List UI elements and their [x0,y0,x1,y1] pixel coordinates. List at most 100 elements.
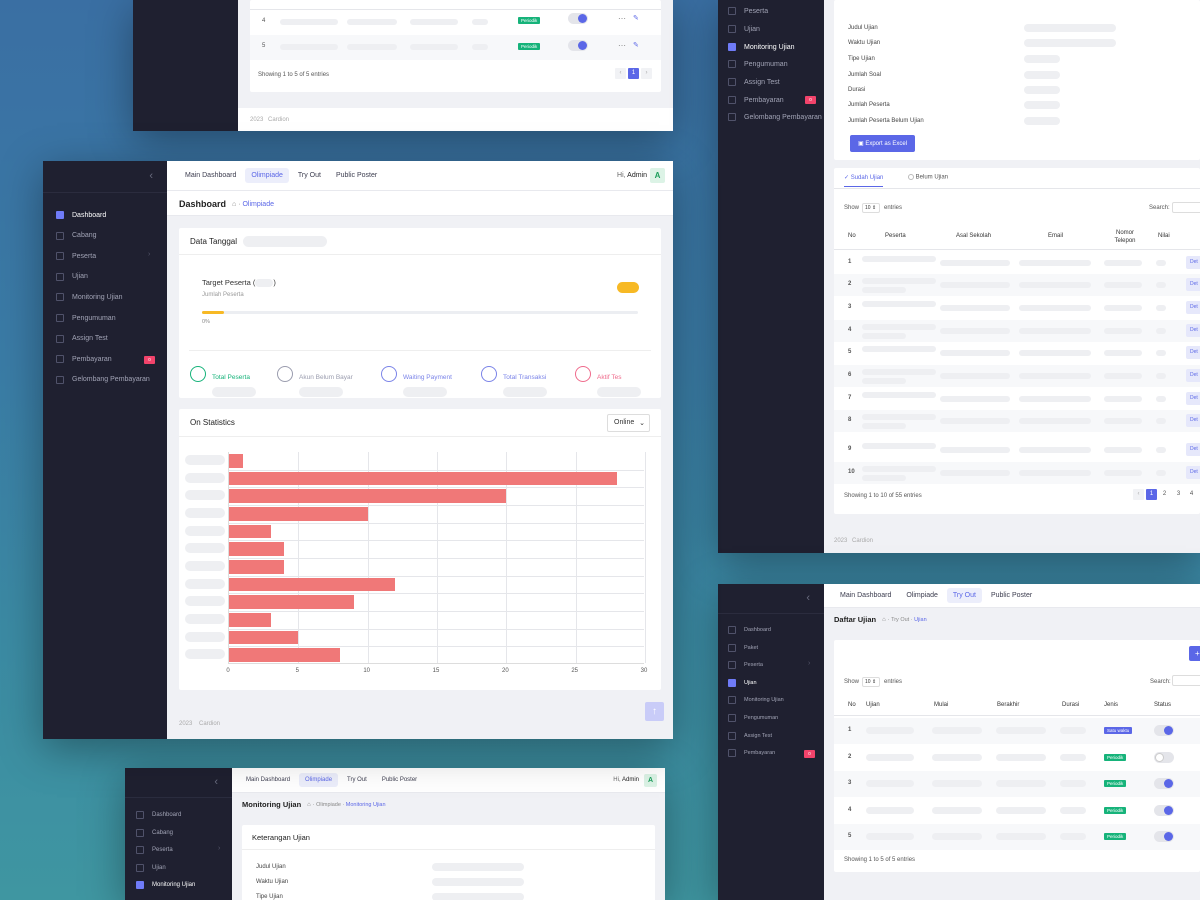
sidebar-item-dashboard[interactable]: Dashboard [56,211,106,219]
prev-page-button[interactable]: ‹ [615,68,626,79]
sidebar-item-peserta[interactable]: Peserta [728,7,768,15]
sidebar-item-cabang[interactable]: Cabang [136,828,173,837]
sidebar-item-pembayaran[interactable]: Pembayaran [728,749,775,758]
tab-main-dashboard[interactable]: Main Dashboard [840,592,892,599]
prev-page-button[interactable]: ‹ [1133,489,1144,500]
home-icon[interactable]: ⌂ · [882,616,892,623]
detail-button[interactable]: Det [1186,301,1200,314]
scroll-top-button[interactable]: ↑ [645,702,664,721]
sidebar-item-dashboard[interactable]: Dashboard [728,626,771,634]
column-header[interactable]: Email [1048,233,1064,239]
detail-button[interactable]: Det [1186,278,1200,291]
bar[interactable] [229,577,396,592]
home-icon[interactable]: ⌂ · [307,801,317,808]
tab-try-out[interactable]: Try Out [297,172,321,179]
search-input[interactable] [1172,675,1200,686]
search-input[interactable] [1172,202,1200,213]
sidebar-item-ujian[interactable]: Ujian [56,272,88,281]
add-exam-button[interactable]: + [1189,646,1200,661]
sidebar-item-peserta[interactable]: Peserta [56,252,96,261]
entries-select[interactable]: 10 ⇕ [862,677,880,687]
sidebar-item-pengumuman[interactable]: Pengumuman [728,60,788,68]
detail-button[interactable]: Det [1186,443,1200,456]
column-header[interactable]: Peserta [885,233,906,239]
breadcrumb-path[interactable]: Olimpiade [316,801,341,808]
tab-try-out[interactable]: Try Out [946,588,982,603]
tab-olimpiade[interactable]: Olimpiade [299,773,339,787]
export-excel-button[interactable]: ▣ Export as Excel [850,135,916,152]
status-toggle[interactable] [1154,725,1174,736]
sidebar-item-dashboard[interactable]: Dashboard [136,811,181,819]
tab-public-poster[interactable]: Public Poster [335,172,378,179]
page-button[interactable]: 1 [628,68,639,79]
column-header[interactable]: Jenis [1104,702,1119,708]
page-button[interactable]: 2 [1162,491,1167,497]
sidebar-item-monitoring-ujian[interactable]: Monitoring Ujian [56,293,123,302]
page-button[interactable]: 1 [1146,489,1157,500]
tab-try-out[interactable]: Try Out [347,777,367,783]
column-header[interactable]: Status [1154,702,1172,708]
tab-public-poster[interactable]: Public Poster [381,777,418,783]
edit-icon[interactable]: ✎ [633,15,639,22]
avatar[interactable]: A [644,773,657,787]
sidebar-item-monitoring-ujian[interactable]: Monitoring Ujian [136,881,195,890]
more-icon[interactable]: ⋯ [618,14,626,23]
sidebar-item-peserta[interactable]: Peserta [136,846,173,855]
column-header[interactable]: No [848,702,856,708]
bar[interactable] [229,489,507,503]
column-header[interactable]: Durasi [1062,702,1080,708]
detail-button[interactable]: Det [1186,324,1200,337]
sidebar-item-gelombang-pembayaran[interactable]: Gelombang Pembayaran [56,375,150,384]
bar[interactable] [229,507,368,521]
detail-button[interactable]: Det [1186,466,1200,479]
status-toggle[interactable] [568,40,588,51]
next-page-button[interactable]: › [641,68,652,79]
sidebar-item-pembayaran[interactable]: Pembayaran [56,355,112,364]
sidebar-item-assign-test[interactable]: Assign Test [728,731,772,740]
sidebar-item-pengumuman[interactable]: Pengumuman [56,314,116,322]
column-header[interactable]: Ujian [866,702,880,708]
bar[interactable] [229,454,243,468]
bar[interactable] [229,595,354,609]
status-toggle[interactable] [1154,751,1174,763]
tab-sudah-ujian[interactable]: ✓ Sudah Ujian [844,174,884,187]
bar[interactable] [229,630,299,645]
sidebar-item-pengumuman[interactable]: Pengumuman [728,714,778,722]
status-toggle[interactable] [1154,804,1174,816]
sidebar-item-cabang[interactable]: Cabang [56,231,97,240]
page-button[interactable]: 4 [1189,491,1194,497]
breadcrumb-path[interactable]: Try Out [891,616,910,623]
bar[interactable] [229,613,271,627]
sidebar-item-monitoring-ujian[interactable]: Monitoring Ujian [728,43,795,51]
tab-belum-ujian[interactable]: Belum Ujian [908,174,948,181]
collapse-icon[interactable]: ‹ [149,170,153,182]
column-header[interactable]: No [848,233,856,239]
mode-select[interactable]: Online ⌄ [607,414,650,432]
sidebar-item-ujian[interactable]: Ujian [728,678,757,687]
detail-button[interactable]: Det [1186,392,1200,405]
sidebar-item-gelombang-pembayaran[interactable]: Gelombang Pembayaran [728,113,822,121]
bar[interactable] [229,524,271,539]
column-header[interactable]: Mulai [934,702,949,708]
sidebar-item-pembayaran[interactable]: Pembayaran [728,96,784,104]
bar[interactable] [229,560,285,574]
sidebar-item-monitoring-ujian[interactable]: Monitoring Ujian [728,696,784,705]
edit-icon[interactable]: ✎ [633,42,639,49]
page-button[interactable]: 3 [1176,491,1181,497]
bar[interactable] [229,471,618,486]
detail-button[interactable]: Det [1186,414,1200,427]
sidebar-item-paket[interactable]: Paket [728,643,758,652]
more-icon[interactable]: ⋯ [618,41,626,50]
tab-main-dashboard[interactable]: Main Dashboard [246,777,291,783]
sidebar-item-assign-test[interactable]: Assign Test [56,334,108,343]
column-header[interactable]: Asal Sekolah [956,233,992,239]
sidebar-item-ujian[interactable]: Ujian [136,863,166,872]
sidebar-item-peserta[interactable]: Peserta [728,661,763,670]
collapse-icon[interactable]: ‹ [806,592,810,604]
column-header[interactable]: Nilai [1158,233,1170,239]
detail-button[interactable]: Det [1186,346,1200,359]
column-header[interactable]: Nomor Telepon [1114,230,1136,244]
home-icon[interactable]: ⌂ · [232,200,243,208]
status-toggle[interactable] [568,13,588,24]
bar[interactable] [229,648,340,662]
